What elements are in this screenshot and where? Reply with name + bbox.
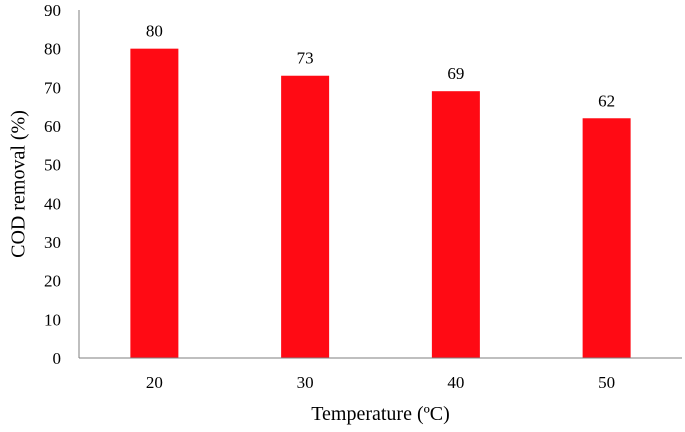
- x-tick-label-20: 20: [146, 373, 163, 392]
- bar-40: [431, 91, 480, 358]
- bar-30: [281, 75, 330, 358]
- data-labels: 80 73 69 62: [146, 22, 615, 111]
- x-axis-title: Temperature (ºC): [311, 403, 450, 425]
- y-tick-label-20: 20: [44, 272, 61, 291]
- x-tick-label-40: 40: [447, 373, 464, 392]
- bars: [130, 48, 631, 359]
- y-tick-label-70: 70: [44, 78, 61, 97]
- y-tick-label-90: 90: [44, 1, 61, 20]
- bar-50: [582, 118, 631, 359]
- x-tick-label-30: 30: [297, 373, 314, 392]
- y-tick-label-60: 60: [44, 117, 61, 136]
- x-axis-ticks: 20 30 40 50: [146, 373, 615, 392]
- bar-20: [130, 48, 179, 359]
- y-tick-label-50: 50: [44, 156, 61, 175]
- data-label-20: 80: [146, 22, 163, 41]
- data-label-40: 69: [447, 64, 464, 83]
- y-axis-title: COD removal (%): [8, 110, 30, 258]
- y-tick-label-0: 0: [53, 349, 62, 368]
- x-tick-label-50: 50: [598, 373, 615, 392]
- data-label-50: 62: [598, 91, 615, 110]
- y-tick-label-80: 80: [44, 40, 61, 59]
- y-tick-label-10: 10: [44, 310, 61, 329]
- y-axis-ticks: 0 10 20 30 40 50 60 70 80 90: [44, 1, 61, 368]
- y-tick-label-30: 30: [44, 233, 61, 252]
- data-label-30: 73: [297, 49, 314, 68]
- y-tick-label-40: 40: [44, 194, 61, 213]
